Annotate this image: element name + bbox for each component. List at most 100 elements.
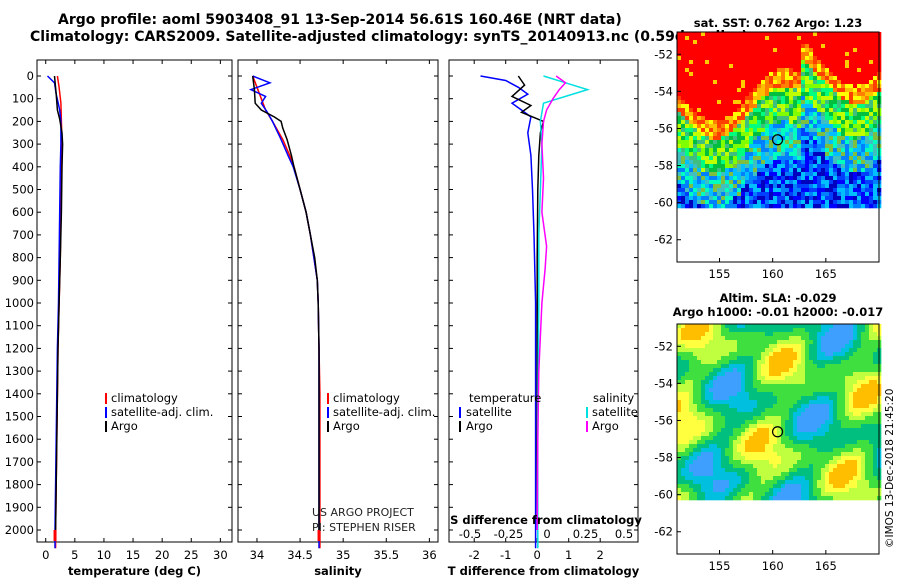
heatmap-cell: [801, 164, 806, 169]
heatmap-cell: [685, 480, 690, 485]
heatmap-cell: [837, 136, 842, 141]
heatmap-cell: [845, 84, 850, 89]
heatmap-cell: [873, 384, 878, 389]
heatmap-cell: [825, 176, 830, 181]
heatmap-cell: [805, 128, 810, 133]
heatmap-cell: [721, 184, 726, 189]
heatmap-cell: [845, 112, 850, 117]
heatmap-cell: [849, 368, 854, 373]
heatmap-cell: [801, 408, 806, 413]
heatmap-cell: [873, 144, 878, 149]
heatmap-cell: [733, 360, 738, 365]
heatmap-cell: [749, 436, 754, 441]
heatmap-cell: [849, 388, 854, 393]
heatmap-cell: [789, 408, 794, 413]
heatmap-cell: [833, 484, 838, 489]
heatmap-cell: [717, 420, 722, 425]
heatmap-cell: [681, 148, 686, 153]
heatmap-cell: [793, 200, 798, 205]
heatmap-cell: [701, 448, 706, 453]
heatmap-cell: [761, 152, 766, 157]
heatmap-cell: [829, 104, 834, 109]
heatmap-cell: [849, 344, 854, 349]
heatmap-cell: [677, 372, 682, 377]
heatmap-cell: [693, 408, 698, 413]
heatmap-cell: [753, 44, 758, 49]
heatmap-cell: [701, 160, 706, 165]
heatmap-cell: [853, 468, 858, 473]
heatmap-cell: [813, 176, 818, 181]
heatmap-cell: [781, 88, 786, 93]
heatmap-cell: [865, 376, 870, 381]
heatmap-cell: [717, 88, 722, 93]
heatmap-cell: [801, 328, 806, 333]
heatmap-cell: [737, 188, 742, 193]
heatmap-cell: [681, 492, 686, 497]
heatmap-cell: [757, 392, 762, 397]
heatmap-cell: [781, 128, 786, 133]
heatmap-cell: [837, 116, 842, 121]
heatmap-cell: [749, 112, 754, 117]
heatmap-cell: [809, 120, 814, 125]
heatmap-cell: [725, 460, 730, 465]
heatmap-cell: [813, 460, 818, 465]
heatmap-cell: [821, 88, 826, 93]
heatmap-cell: [837, 392, 842, 397]
heatmap-cell: [825, 360, 830, 365]
heatmap-cell: [869, 480, 874, 485]
heatmap-cell: [813, 160, 818, 165]
heatmap-cell: [773, 476, 778, 481]
heatmap-cell: [821, 388, 826, 393]
heatmap-cell: [729, 176, 734, 181]
heatmap-cell: [861, 384, 866, 389]
heatmap-cell: [741, 420, 746, 425]
heatmap-cell: [869, 104, 874, 109]
heatmap-cell: [785, 180, 790, 185]
heatmap-cell: [869, 440, 874, 445]
heatmap-cell: [845, 196, 850, 201]
heatmap-cell: [865, 396, 870, 401]
heatmap-cell: [753, 404, 758, 409]
heatmap-cell: [833, 356, 838, 361]
heatmap-cell: [849, 452, 854, 457]
heatmap-cell: [805, 168, 810, 173]
heatmap-cell: [737, 420, 742, 425]
heatmap-cell: [825, 344, 830, 349]
heatmap-cell: [733, 124, 738, 129]
heatmap-cell: [829, 80, 834, 85]
heatmap-cell: [857, 192, 862, 197]
heatmap-cell: [845, 104, 850, 109]
heatmap-cell: [865, 348, 870, 353]
heatmap-cell: [801, 120, 806, 125]
heatmap-cell: [765, 164, 770, 169]
heatmap-cell: [777, 484, 782, 489]
heatmap-cell: [837, 152, 842, 157]
heatmap-cell: [865, 68, 870, 73]
heatmap-cell: [721, 192, 726, 197]
heatmap-cell: [677, 416, 682, 421]
heatmap-cell: [777, 32, 782, 37]
heatmap-cell: [857, 428, 862, 433]
heatmap-cell: [761, 92, 766, 97]
heatmap-cell: [701, 152, 706, 157]
heatmap-cell: [721, 432, 726, 437]
heatmap-cell: [701, 420, 706, 425]
heatmap-cell: [705, 204, 710, 209]
heatmap-cell: [805, 376, 810, 381]
heatmap-cell: [825, 92, 830, 97]
heatmap-cell: [725, 432, 730, 437]
heatmap-cell: [737, 332, 742, 337]
heatmap-cell: [781, 336, 786, 341]
heatmap-cell: [729, 160, 734, 165]
heatmap-cell: [809, 372, 814, 377]
heatmap-cell: [861, 60, 866, 65]
heatmap-cell: [709, 64, 714, 69]
heatmap-cell: [697, 180, 702, 185]
heatmap-cell: [765, 112, 770, 117]
heatmap-cell: [705, 496, 710, 501]
heatmap-cell: [677, 432, 682, 437]
heatmap-cell: [777, 408, 782, 413]
heatmap-cell: [777, 428, 782, 433]
heatmap-cell: [789, 188, 794, 193]
heatmap-cell: [745, 384, 750, 389]
